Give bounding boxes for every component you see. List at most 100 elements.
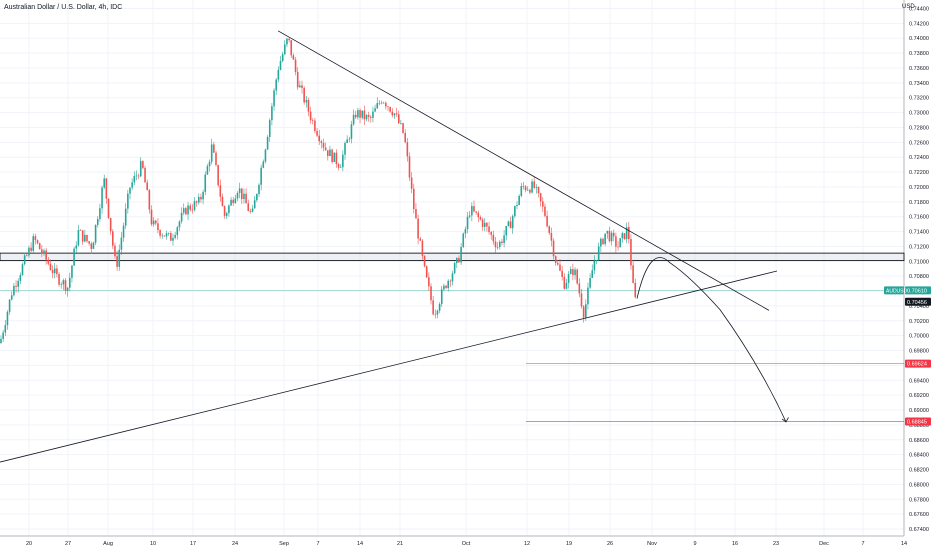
candle-body	[103, 178, 105, 188]
candle-body	[350, 124, 353, 139]
candle-body	[142, 161, 144, 168]
candle-body	[47, 259, 50, 264]
candle-body	[238, 188, 241, 193]
candle-body	[595, 260, 598, 261]
price-tick-label: 0.70400	[909, 304, 929, 310]
candle-body	[587, 287, 589, 305]
candle-body	[580, 293, 583, 307]
candle-body	[342, 154, 344, 168]
candle-body	[107, 198, 110, 218]
candle-body	[372, 111, 374, 118]
candle-body	[88, 241, 90, 244]
candle-body	[71, 265, 73, 278]
candle-body	[333, 152, 336, 162]
candle-body	[397, 114, 400, 124]
candle-body	[550, 232, 553, 241]
candle-body	[260, 167, 262, 185]
candle-body	[62, 280, 65, 285]
time-tick-label: 7	[316, 541, 319, 547]
candle-body	[423, 255, 426, 267]
candle-body	[45, 250, 47, 260]
candle-body	[492, 234, 495, 242]
candle-body	[600, 238, 602, 247]
candle-body	[208, 161, 211, 167]
candle-body	[466, 216, 469, 230]
candle-body	[490, 232, 492, 235]
candle-body	[271, 106, 273, 121]
candle-body	[318, 135, 320, 142]
candle-body	[443, 285, 445, 290]
ascending-trendline	[0, 270, 778, 463]
candle-body	[561, 270, 563, 277]
projection-curve	[636, 257, 787, 423]
symbol-tag	[884, 286, 904, 295]
candle-body	[213, 144, 215, 153]
candle-body	[264, 149, 267, 162]
candle-body	[84, 234, 86, 242]
price-tick-label: 0.73800	[909, 51, 929, 57]
candle-body	[419, 238, 422, 241]
candle-body	[247, 203, 250, 211]
trend-lines	[0, 30, 778, 463]
candle-body	[133, 175, 136, 183]
candle-body	[180, 212, 183, 222]
candle-body	[475, 211, 477, 213]
candle-body	[507, 221, 510, 226]
price-tick-label: 0.73000	[909, 111, 929, 117]
candle-body	[511, 216, 514, 229]
candle-body	[81, 230, 84, 242]
candle-body	[114, 245, 116, 257]
candle-body	[529, 189, 531, 193]
price-tick-label: 0.69200	[909, 393, 929, 399]
candle-body	[305, 100, 308, 103]
candle-body	[425, 266, 428, 278]
time-tick-label: 12	[524, 541, 530, 547]
price-tick-label: 0.73200	[909, 96, 929, 102]
candle-body	[316, 131, 318, 136]
candle-body	[522, 185, 525, 187]
candle-body	[565, 282, 568, 289]
candle-body	[53, 268, 56, 274]
candle-body	[204, 174, 207, 192]
last-price-tag	[905, 297, 931, 306]
price-tick-label: 0.68600	[909, 438, 929, 444]
candle-body	[290, 40, 293, 56]
candle-body	[245, 193, 247, 204]
candle-body	[118, 249, 121, 267]
price-tick-label: 0.72200	[909, 170, 929, 176]
candle-body	[191, 209, 194, 211]
candle-body	[359, 110, 361, 118]
candle-body	[266, 137, 269, 150]
price-tick-label: 0.71600	[909, 215, 929, 221]
candle-body	[344, 143, 346, 155]
candle-body	[602, 238, 604, 245]
price-tick-label: 0.72800	[909, 125, 929, 131]
price-tick-label: 0.68200	[909, 468, 929, 474]
candle-body	[612, 232, 615, 237]
candle-body	[542, 201, 544, 207]
target-1-tag	[905, 359, 931, 368]
candle-body	[559, 264, 561, 271]
candle-body	[195, 201, 198, 203]
candle-body	[516, 204, 518, 207]
candle-body	[462, 233, 465, 247]
candle-body	[436, 310, 439, 315]
time-tick-label: 21	[397, 541, 403, 547]
candle-body	[307, 100, 310, 112]
time-axis: 20 27 Aug 10 17 24 Sep 7 14 21 Oct 12 19 26 Nov 9 16 23 De…	[26, 541, 907, 547]
candle-body	[593, 260, 596, 271]
candle-body	[150, 209, 153, 225]
price-tick-label: 0.74200	[909, 21, 929, 27]
candle-body	[92, 242, 95, 249]
candle-body	[178, 221, 181, 228]
candle-body	[69, 277, 71, 288]
descending-trendline	[277, 30, 770, 311]
candle-body	[26, 255, 28, 256]
candle-body	[630, 239, 632, 266]
price-tick-label: 0.70200	[909, 319, 929, 325]
candle-body	[139, 161, 142, 177]
candle-body	[281, 54, 284, 62]
candle-body	[112, 231, 114, 246]
candle-body	[64, 280, 67, 291]
